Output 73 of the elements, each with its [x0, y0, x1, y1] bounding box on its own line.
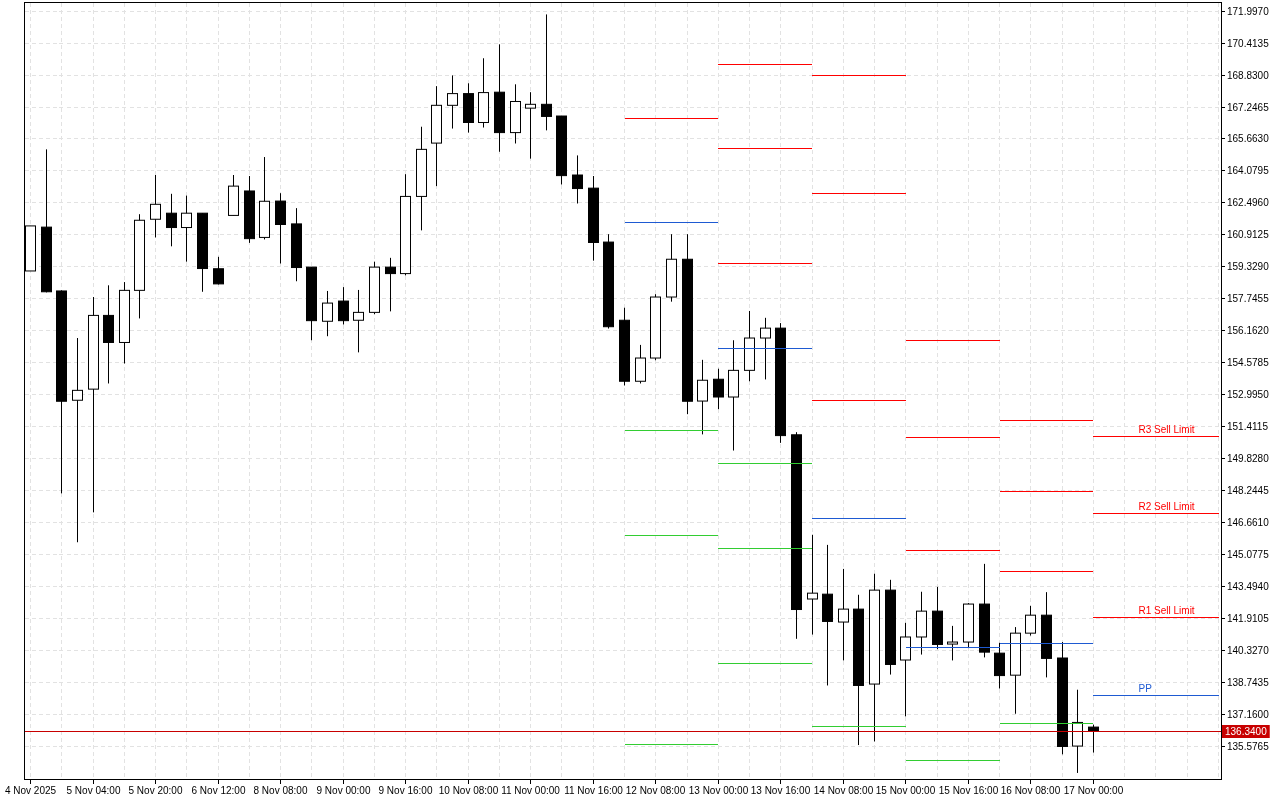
x-tick-label: 13 Nov 00:00	[688, 785, 749, 796]
y-tick-label: 141.9105	[1227, 613, 1270, 624]
candlestick	[900, 622, 911, 717]
y-tick-label: 137.1600	[1227, 709, 1270, 720]
candlestick	[1025, 605, 1036, 637]
candlestick	[713, 368, 724, 410]
y-tick-label: 149.8280	[1227, 453, 1270, 464]
candlestick	[213, 256, 224, 285]
candlestick	[1088, 724, 1099, 754]
candlestick	[807, 534, 818, 636]
ref-line-label: 136.3400	[1225, 726, 1268, 737]
y-tick-label: 138.7435	[1227, 677, 1270, 688]
candlestick	[338, 286, 349, 325]
y-tick-label: 152.9950	[1227, 389, 1270, 400]
series-label: R3 Sell Limit	[1138, 424, 1195, 435]
x-tick-label: 11 Nov 00:00	[501, 785, 561, 796]
candlestick	[385, 257, 396, 312]
x-tick-label: 10 Nov 08:00	[438, 785, 499, 796]
y-tick-label: 160.9125	[1227, 229, 1270, 240]
x-tick-label: 15 Nov 16:00	[938, 785, 999, 796]
candlestick	[353, 289, 364, 353]
x-tick-label: 12 Nov 08:00	[625, 785, 686, 796]
y-tick-label: 143.4940	[1227, 581, 1270, 592]
y-tick-label: 148.2445	[1227, 485, 1270, 496]
candlestick	[150, 174, 161, 238]
y-tick-label: 157.7455	[1227, 293, 1270, 304]
candlestick	[181, 195, 192, 263]
x-tick-label: 4 Nov 2025	[4, 785, 57, 796]
x-tick-label: 5 Nov 20:00	[128, 785, 183, 796]
y-tick-label: 165.6630	[1227, 133, 1270, 144]
y-tick-label: 151.4115	[1227, 421, 1269, 432]
x-tick-label: 8 Nov 08:00	[253, 785, 308, 796]
candlestick	[72, 337, 83, 543]
candlestick	[947, 625, 958, 661]
y-tick-label: 167.2465	[1227, 102, 1270, 113]
y-tick-label: 164.0795	[1227, 165, 1270, 176]
y-tick-label: 159.3290	[1227, 261, 1270, 272]
candlestick	[760, 317, 771, 380]
x-tick-label: 15 Nov 00:00	[875, 785, 936, 796]
y-tick-label: 162.4960	[1227, 197, 1270, 208]
candlestick	[166, 193, 177, 247]
y-tick-label: 135.5765	[1227, 741, 1270, 752]
series-label: R2 Sell Limit	[1138, 501, 1195, 512]
x-tick-label: 13 Nov 16:00	[750, 785, 811, 796]
x-tick-label: 16 Nov 08:00	[1000, 785, 1061, 796]
y-tick-label: 168.8300	[1227, 70, 1270, 81]
y-tick-label: 154.5785	[1227, 357, 1270, 368]
candlestick	[697, 359, 708, 435]
x-tick-label: 9 Nov 16:00	[378, 785, 433, 796]
y-tick-label: 170.4135	[1227, 38, 1270, 49]
y-tick-label: 146.6610	[1227, 517, 1270, 528]
y-tick-label: 140.3270	[1227, 645, 1270, 656]
candlestick	[541, 13, 552, 131]
candlestick	[525, 91, 536, 160]
candlestick	[635, 344, 646, 384]
candlestick	[994, 642, 1005, 689]
x-tick-label: 11 Nov 16:00	[564, 785, 624, 796]
candlestick	[1072, 689, 1083, 774]
x-tick-label: 5 Nov 04:00	[66, 785, 121, 796]
candlestick	[275, 192, 286, 264]
y-tick-label: 171.9970	[1227, 6, 1270, 17]
y-tick-label: 145.0775	[1227, 549, 1270, 560]
series-label: PP	[1138, 683, 1153, 694]
x-tick-label: 17 Nov 00:00	[1063, 785, 1124, 796]
x-tick-label: 14 Nov 08:00	[813, 785, 874, 796]
candlestick	[322, 290, 333, 337]
x-tick-label: 6 Nov 12:00	[191, 785, 246, 796]
candlestick	[447, 74, 458, 130]
series-label: R1 Sell Limit	[1138, 605, 1195, 616]
candlestick	[572, 154, 583, 204]
candlestick	[838, 568, 849, 661]
x-tick-label: 9 Nov 00:00	[316, 785, 371, 796]
y-tick-label: 156.1620	[1227, 325, 1270, 336]
